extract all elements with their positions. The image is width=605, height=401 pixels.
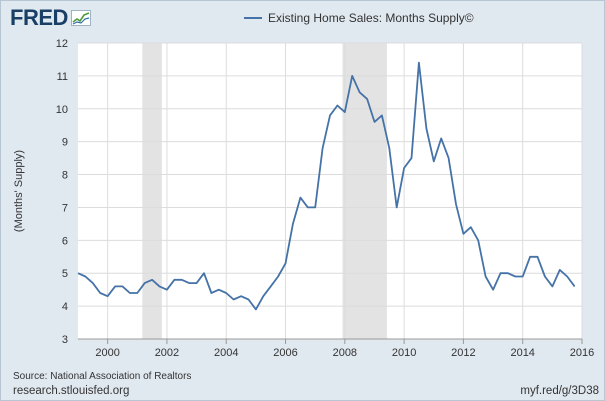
logo-text: FRED (10, 5, 68, 30)
x-tick-label: 2004 (214, 347, 238, 359)
y-tick-label: 4 (62, 301, 68, 313)
recession-band (342, 43, 387, 339)
y-tick-label: 8 (62, 170, 68, 182)
y-tick-label: 11 (57, 71, 68, 83)
y-tick-label: 10 (56, 104, 68, 116)
y-axis-title: (Months' Supply) (13, 150, 25, 232)
x-tick-label: 2008 (333, 347, 357, 359)
y-tick-label: 9 (62, 137, 68, 149)
y-tick-label: 3 (62, 334, 68, 346)
x-tick-label: 2006 (273, 347, 297, 359)
series-line (77, 61, 576, 311)
y-tick-label: 12 (56, 38, 68, 50)
x-tick-label: 2014 (510, 347, 534, 359)
x-tick-label: 2002 (155, 347, 179, 359)
x-tick-label: 2016 (570, 347, 594, 359)
research-link[interactable]: research.stlouisfed.org (13, 385, 130, 397)
source-text: Source: National Association of Realtors (13, 371, 192, 382)
y-tick-label: 5 (62, 268, 68, 280)
legend-label: Existing Home Sales: Months Supply© (268, 11, 474, 25)
chart-graph-icon (70, 10, 91, 26)
short-link[interactable]: myf.red/g/3D38 (520, 385, 599, 397)
x-tick-label: 2012 (451, 347, 475, 359)
legend-swatch (244, 17, 262, 19)
chart-legend: Existing Home Sales: Months Supply© (244, 10, 474, 26)
y-tick-label: 6 (62, 235, 68, 247)
x-tick-label: 2000 (95, 347, 119, 359)
plot-area (78, 43, 582, 339)
fred-logo[interactable]: FRED (10, 5, 91, 30)
x-tick-label: 2010 (392, 347, 416, 359)
recession-band (142, 43, 162, 339)
y-tick-label: 7 (62, 202, 68, 214)
